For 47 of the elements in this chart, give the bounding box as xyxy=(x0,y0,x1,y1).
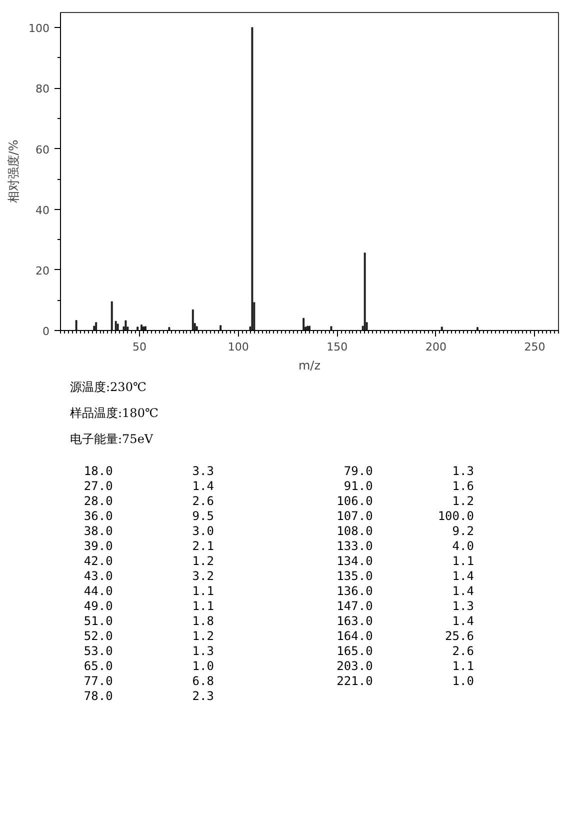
text: 134.0 1.1 xyxy=(336,554,474,570)
text: 78.0 2.3 xyxy=(82,689,215,704)
text: 电子能量:75eV xyxy=(70,431,154,448)
text: 147.0 1.3 xyxy=(336,599,474,614)
text: 106.0 1.2 xyxy=(336,494,474,510)
text: 27.0 1.4 xyxy=(82,479,215,494)
text: 53.0 1.3 xyxy=(82,644,215,660)
text: 39.0 2.1 xyxy=(82,539,215,554)
text: 107.0 100.0 xyxy=(336,509,474,524)
text: 28.0 2.6 xyxy=(82,494,215,510)
text: 38.0 3.0 xyxy=(82,524,215,540)
y-tick-label: 100 xyxy=(28,22,50,36)
x-axis-title: m/z xyxy=(298,358,321,372)
x-tick-label: 100 xyxy=(228,340,249,354)
y-tick-label: 40 xyxy=(36,204,50,217)
text: 样品温度:180℃ xyxy=(70,405,158,422)
text: 165.0 2.6 xyxy=(336,644,474,660)
y-tick-label: 80 xyxy=(36,82,50,96)
text: 52.0 1.2 xyxy=(82,629,215,644)
y-tick-label: 20 xyxy=(36,264,50,278)
text: 221.0 1.0 xyxy=(336,674,474,690)
text: 136.0 1.4 xyxy=(336,584,474,600)
text: 65.0 1.0 xyxy=(82,659,215,674)
text: 43.0 3.2 xyxy=(82,569,215,584)
y-axis-title: 相对强度/% xyxy=(6,140,21,204)
text: 163.0 1.4 xyxy=(336,614,474,630)
text: 133.0 4.0 xyxy=(336,539,474,554)
y-tick-label: 0 xyxy=(42,325,50,338)
text: 164.0 25.6 xyxy=(336,629,474,644)
text: 77.0 6.8 xyxy=(82,674,215,690)
x-tick-label: 250 xyxy=(524,340,546,354)
text: 36.0 9.5 xyxy=(82,509,215,524)
x-tick-label: 150 xyxy=(326,340,348,354)
text: 91.0 1.6 xyxy=(342,479,474,494)
x-tick-label: 50 xyxy=(132,340,147,354)
text: 108.0 9.2 xyxy=(336,524,474,540)
text: 42.0 1.2 xyxy=(82,554,215,570)
text: 44.0 1.1 xyxy=(82,584,215,600)
text: 135.0 1.4 xyxy=(336,569,474,584)
text: 源温度:230℃ xyxy=(70,379,146,396)
text: 18.0 3.3 xyxy=(82,464,215,480)
text: 203.0 1.1 xyxy=(336,659,474,674)
y-tick-label: 60 xyxy=(36,143,50,156)
x-tick-label: 200 xyxy=(425,340,446,354)
text: 79.0 1.3 xyxy=(342,464,474,480)
text: 51.0 1.8 xyxy=(82,614,215,630)
text: 49.0 1.1 xyxy=(82,599,215,614)
